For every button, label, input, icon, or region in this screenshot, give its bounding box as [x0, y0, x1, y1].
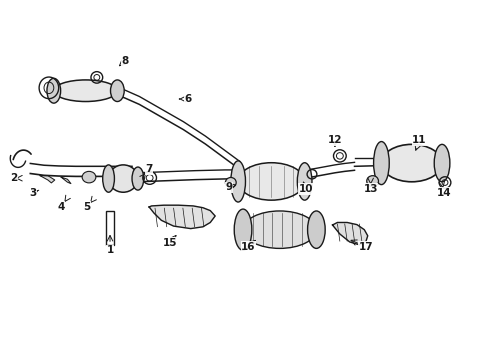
- Ellipse shape: [47, 78, 61, 103]
- Ellipse shape: [234, 209, 251, 250]
- Text: 7: 7: [145, 164, 153, 174]
- Polygon shape: [61, 177, 71, 184]
- Ellipse shape: [108, 165, 138, 192]
- Text: 15: 15: [163, 238, 177, 248]
- Text: 3: 3: [30, 188, 37, 198]
- Text: 1: 1: [106, 245, 113, 255]
- Text: 17: 17: [358, 242, 372, 252]
- Text: 13: 13: [363, 184, 377, 194]
- Polygon shape: [332, 222, 367, 245]
- Ellipse shape: [54, 80, 117, 102]
- Ellipse shape: [366, 176, 378, 186]
- Text: 14: 14: [436, 188, 450, 198]
- Ellipse shape: [238, 163, 304, 200]
- Text: 4: 4: [57, 202, 65, 212]
- Text: 10: 10: [298, 184, 312, 194]
- Ellipse shape: [225, 177, 236, 188]
- Text: 12: 12: [327, 135, 342, 145]
- Ellipse shape: [110, 80, 124, 102]
- Ellipse shape: [297, 163, 311, 200]
- Ellipse shape: [381, 144, 441, 182]
- Text: 8: 8: [121, 56, 128, 66]
- Bar: [105, 211, 114, 245]
- Polygon shape: [40, 176, 55, 183]
- Ellipse shape: [433, 144, 449, 182]
- Ellipse shape: [373, 141, 388, 185]
- Text: 2: 2: [10, 173, 17, 183]
- Text: 11: 11: [411, 135, 426, 145]
- Ellipse shape: [82, 171, 96, 183]
- Ellipse shape: [102, 165, 114, 192]
- Ellipse shape: [132, 167, 143, 190]
- Text: 9: 9: [225, 182, 232, 192]
- Text: 6: 6: [184, 94, 191, 104]
- Text: 5: 5: [83, 202, 90, 212]
- Polygon shape: [149, 205, 215, 229]
- Ellipse shape: [307, 211, 325, 248]
- Ellipse shape: [230, 161, 245, 202]
- Ellipse shape: [243, 211, 316, 248]
- Text: 16: 16: [241, 242, 255, 252]
